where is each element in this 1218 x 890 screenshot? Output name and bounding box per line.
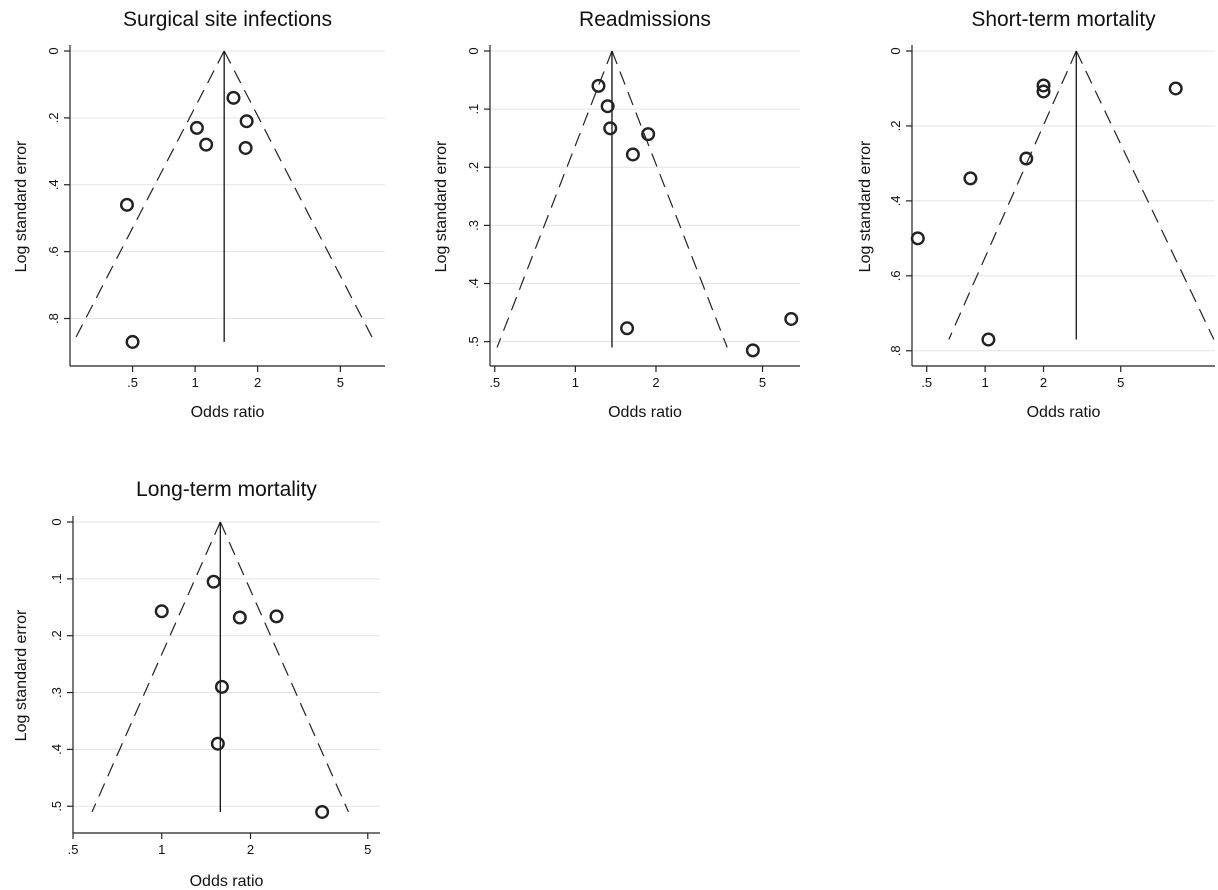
funnel-right-limit	[223, 50, 376, 343]
study-point	[625, 147, 640, 162]
y-tick-label: 0	[466, 47, 481, 54]
x-tick-label: .5	[68, 842, 79, 857]
study-point	[206, 574, 221, 589]
y-tick-label: 0	[49, 518, 64, 525]
study-point	[119, 197, 134, 212]
study-point	[232, 610, 247, 625]
y-tick-label: .4	[46, 179, 61, 190]
study-point	[199, 137, 214, 152]
x-axis-label: Odds ratio	[190, 873, 264, 890]
x-tick-label: 5	[1117, 375, 1124, 390]
x-tick-label: 2	[652, 375, 659, 390]
y-tick-label: 0	[888, 47, 903, 54]
y-tick-label: .8	[888, 345, 903, 356]
x-tick-label: 2	[247, 842, 254, 857]
y-tick-label: .1	[49, 573, 64, 584]
funnel-right-limit	[1075, 50, 1215, 340]
study-point	[591, 78, 606, 93]
study-point	[981, 332, 996, 347]
study-point	[238, 140, 253, 155]
chart-title: Short-term mortality	[971, 8, 1156, 31]
funnel-left-limit	[91, 521, 221, 813]
panel-surgical-site-infections: 0 .2 .4 .6 .8 .5 1 2 5 Surgical site infections Od…	[13, 8, 385, 421]
y-tick-label: .4	[888, 195, 903, 206]
study-point	[910, 231, 925, 246]
study-point	[1019, 151, 1034, 166]
study-point	[315, 804, 330, 819]
funnel-right-limit	[611, 50, 728, 348]
chart-title: Readmissions	[579, 8, 711, 31]
x-tick-label: 2	[1040, 375, 1047, 390]
x-axis-label: Odds ratio	[608, 404, 682, 421]
study-point	[745, 343, 760, 358]
y-tick-label: .8	[46, 313, 61, 324]
x-axis-label: Odds ratio	[191, 404, 265, 421]
y-tick-label: .3	[49, 687, 64, 698]
study-point	[1036, 78, 1051, 93]
y-axis-label: Log standard error	[13, 140, 30, 272]
funnel-left-limit	[496, 50, 613, 348]
y-tick-label: .4	[466, 278, 481, 289]
panel-short-term-mortality: 0 .2 .4 .6 .8 .5 1 2 5 Short-term mortality Odds r…	[857, 8, 1215, 421]
y-axis-label: Log standard error	[433, 140, 450, 272]
y-tick-label: .2	[46, 112, 61, 123]
x-tick-label: 5	[364, 842, 371, 857]
study-point	[189, 120, 204, 135]
y-tick-label: .4	[49, 744, 64, 755]
y-tick-label: .1	[466, 104, 481, 115]
study-point	[603, 121, 618, 136]
study-point	[600, 99, 615, 114]
funnel-left-limit	[948, 50, 1077, 340]
y-tick-label: 0	[46, 47, 61, 54]
x-tick-label: 1	[572, 375, 579, 390]
x-axis-label: Odds ratio	[1027, 404, 1101, 421]
panel-long-term-mortality: 0 .1 .2 .3 .4 .5 .5 1 2 5 Long-term mortality Odds …	[13, 478, 380, 890]
study-point	[784, 311, 799, 326]
y-tick-label: .2	[888, 121, 903, 132]
x-tick-label: .5	[921, 375, 932, 390]
study-point	[269, 609, 284, 624]
x-tick-label: 5	[759, 375, 766, 390]
chart-title: Long-term mortality	[136, 478, 317, 501]
y-tick-label: .2	[49, 630, 64, 641]
chart-title: Surgical site infections	[123, 8, 332, 31]
study-point	[641, 127, 656, 142]
x-tick-label: 1	[158, 842, 165, 857]
y-tick-label: .5	[466, 336, 481, 347]
study-point	[154, 604, 169, 619]
y-tick-label: .3	[466, 220, 481, 231]
funnel-right-limit	[219, 521, 350, 813]
y-tick-label: .5	[49, 801, 64, 812]
x-tick-label: .5	[489, 375, 500, 390]
study-point	[226, 90, 241, 105]
funnel-left-limit	[73, 50, 225, 343]
study-point	[210, 736, 225, 751]
study-point	[1036, 84, 1051, 99]
x-tick-label: 1	[981, 375, 988, 390]
study-point	[963, 171, 978, 186]
x-tick-label: 5	[337, 375, 344, 390]
study-point	[239, 114, 254, 129]
study-point	[1168, 81, 1183, 96]
study-point	[214, 679, 229, 694]
x-tick-label: .5	[127, 375, 138, 390]
y-axis-label: Log standard error	[13, 609, 30, 741]
y-tick-label: .6	[888, 270, 903, 281]
panel-readmissions: 0 .1 .2 .3 .4 .5 .5 1 2 5 Readmissions Odds ratio Lo…	[433, 8, 800, 421]
y-axis-label: Log standard error	[857, 140, 874, 272]
study-point	[620, 321, 635, 336]
study-point	[125, 334, 140, 349]
y-tick-label: .6	[46, 246, 61, 257]
y-tick-label: .2	[466, 162, 481, 173]
x-tick-label: 2	[254, 375, 261, 390]
x-tick-label: 1	[191, 375, 198, 390]
